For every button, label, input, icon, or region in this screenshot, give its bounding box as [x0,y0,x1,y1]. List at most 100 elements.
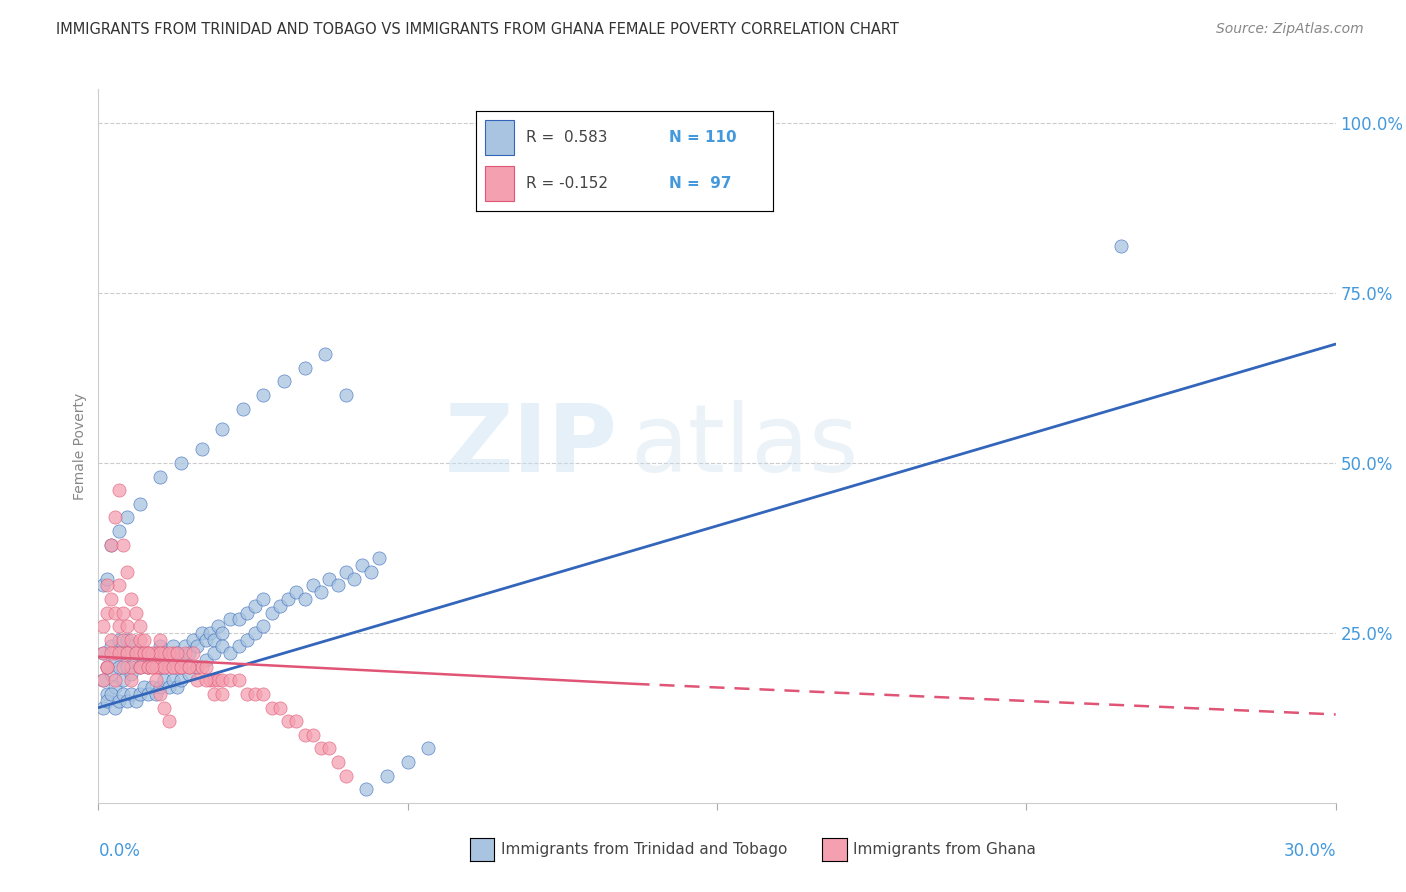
Text: 0.0%: 0.0% [98,842,141,860]
Point [145,646,167,660]
Point [318,572,340,586]
Point [124,646,146,660]
Point [124,646,146,660]
Point [91,673,114,688]
Point [132,632,155,647]
Point [96,694,118,708]
Point [174,646,197,660]
Point [104,673,127,688]
Text: Immigrants from Ghana: Immigrants from Ghana [853,842,1036,857]
Text: IMMIGRANTS FROM TRINIDAD AND TOBAGO VS IMMIGRANTS FROM GHANA FEMALE POVERTY CORR: IMMIGRANTS FROM TRINIDAD AND TOBAGO VS I… [56,22,898,37]
Point [91,646,114,660]
Point [194,660,217,674]
Point [100,537,122,551]
Y-axis label: Female Poverty: Female Poverty [73,392,87,500]
Point [232,401,254,416]
Point [166,646,188,660]
Point [149,680,172,694]
Point [91,673,114,688]
Point [243,687,266,701]
Point [91,619,114,633]
Point [179,646,201,660]
Text: 30.0%: 30.0% [1284,842,1336,860]
Point [96,660,118,674]
Point [149,469,172,483]
Point [157,646,180,660]
Point [112,687,135,701]
Text: Source: ZipAtlas.com: Source: ZipAtlas.com [1216,22,1364,37]
Point [166,660,188,674]
Point [108,483,131,498]
Point [252,619,274,633]
Point [166,646,188,660]
Point [198,626,221,640]
Point [132,680,155,694]
Point [1109,238,1132,252]
Point [170,456,193,470]
Point [100,537,122,551]
Point [243,599,266,613]
Point [236,606,259,620]
Point [112,646,135,660]
Point [128,619,150,633]
Point [202,632,225,647]
Point [181,646,204,660]
Text: atlas: atlas [630,400,859,492]
Point [335,565,357,579]
Point [149,646,172,660]
Point [100,632,122,647]
Point [211,640,233,654]
Point [273,375,295,389]
Point [120,640,142,654]
Point [252,388,274,402]
Point [132,653,155,667]
Point [198,673,221,688]
Point [145,687,167,701]
Point [352,558,374,572]
Point [170,660,193,674]
Point [170,673,193,688]
Point [418,741,440,756]
Point [190,442,212,457]
Point [149,660,172,674]
Point [96,660,118,674]
Point [120,673,142,688]
Point [128,497,150,511]
Point [145,646,167,660]
Point [326,578,349,592]
Point [117,619,139,633]
Point [108,632,131,647]
Point [141,660,163,674]
Point [108,619,131,633]
Point [179,660,201,674]
Point [112,537,135,551]
Point [335,769,357,783]
Point [141,660,163,674]
Point [228,640,250,654]
Point [228,612,250,626]
Point [302,578,325,592]
Point [190,660,212,674]
Point [149,660,172,674]
Point [100,591,122,606]
Point [186,640,208,654]
Point [124,694,146,708]
Point [252,687,274,701]
Point [128,632,150,647]
Point [314,347,336,361]
Point [211,626,233,640]
Point [100,666,122,681]
Point [186,673,208,688]
Point [141,646,163,660]
Point [91,646,114,660]
Text: ZIP: ZIP [446,400,619,492]
Point [117,510,139,524]
Point [170,660,193,674]
Point [117,660,139,674]
Point [136,660,159,674]
Point [269,700,291,714]
Point [141,653,163,667]
Point [120,666,142,681]
Point [91,578,114,592]
Point [117,646,139,660]
